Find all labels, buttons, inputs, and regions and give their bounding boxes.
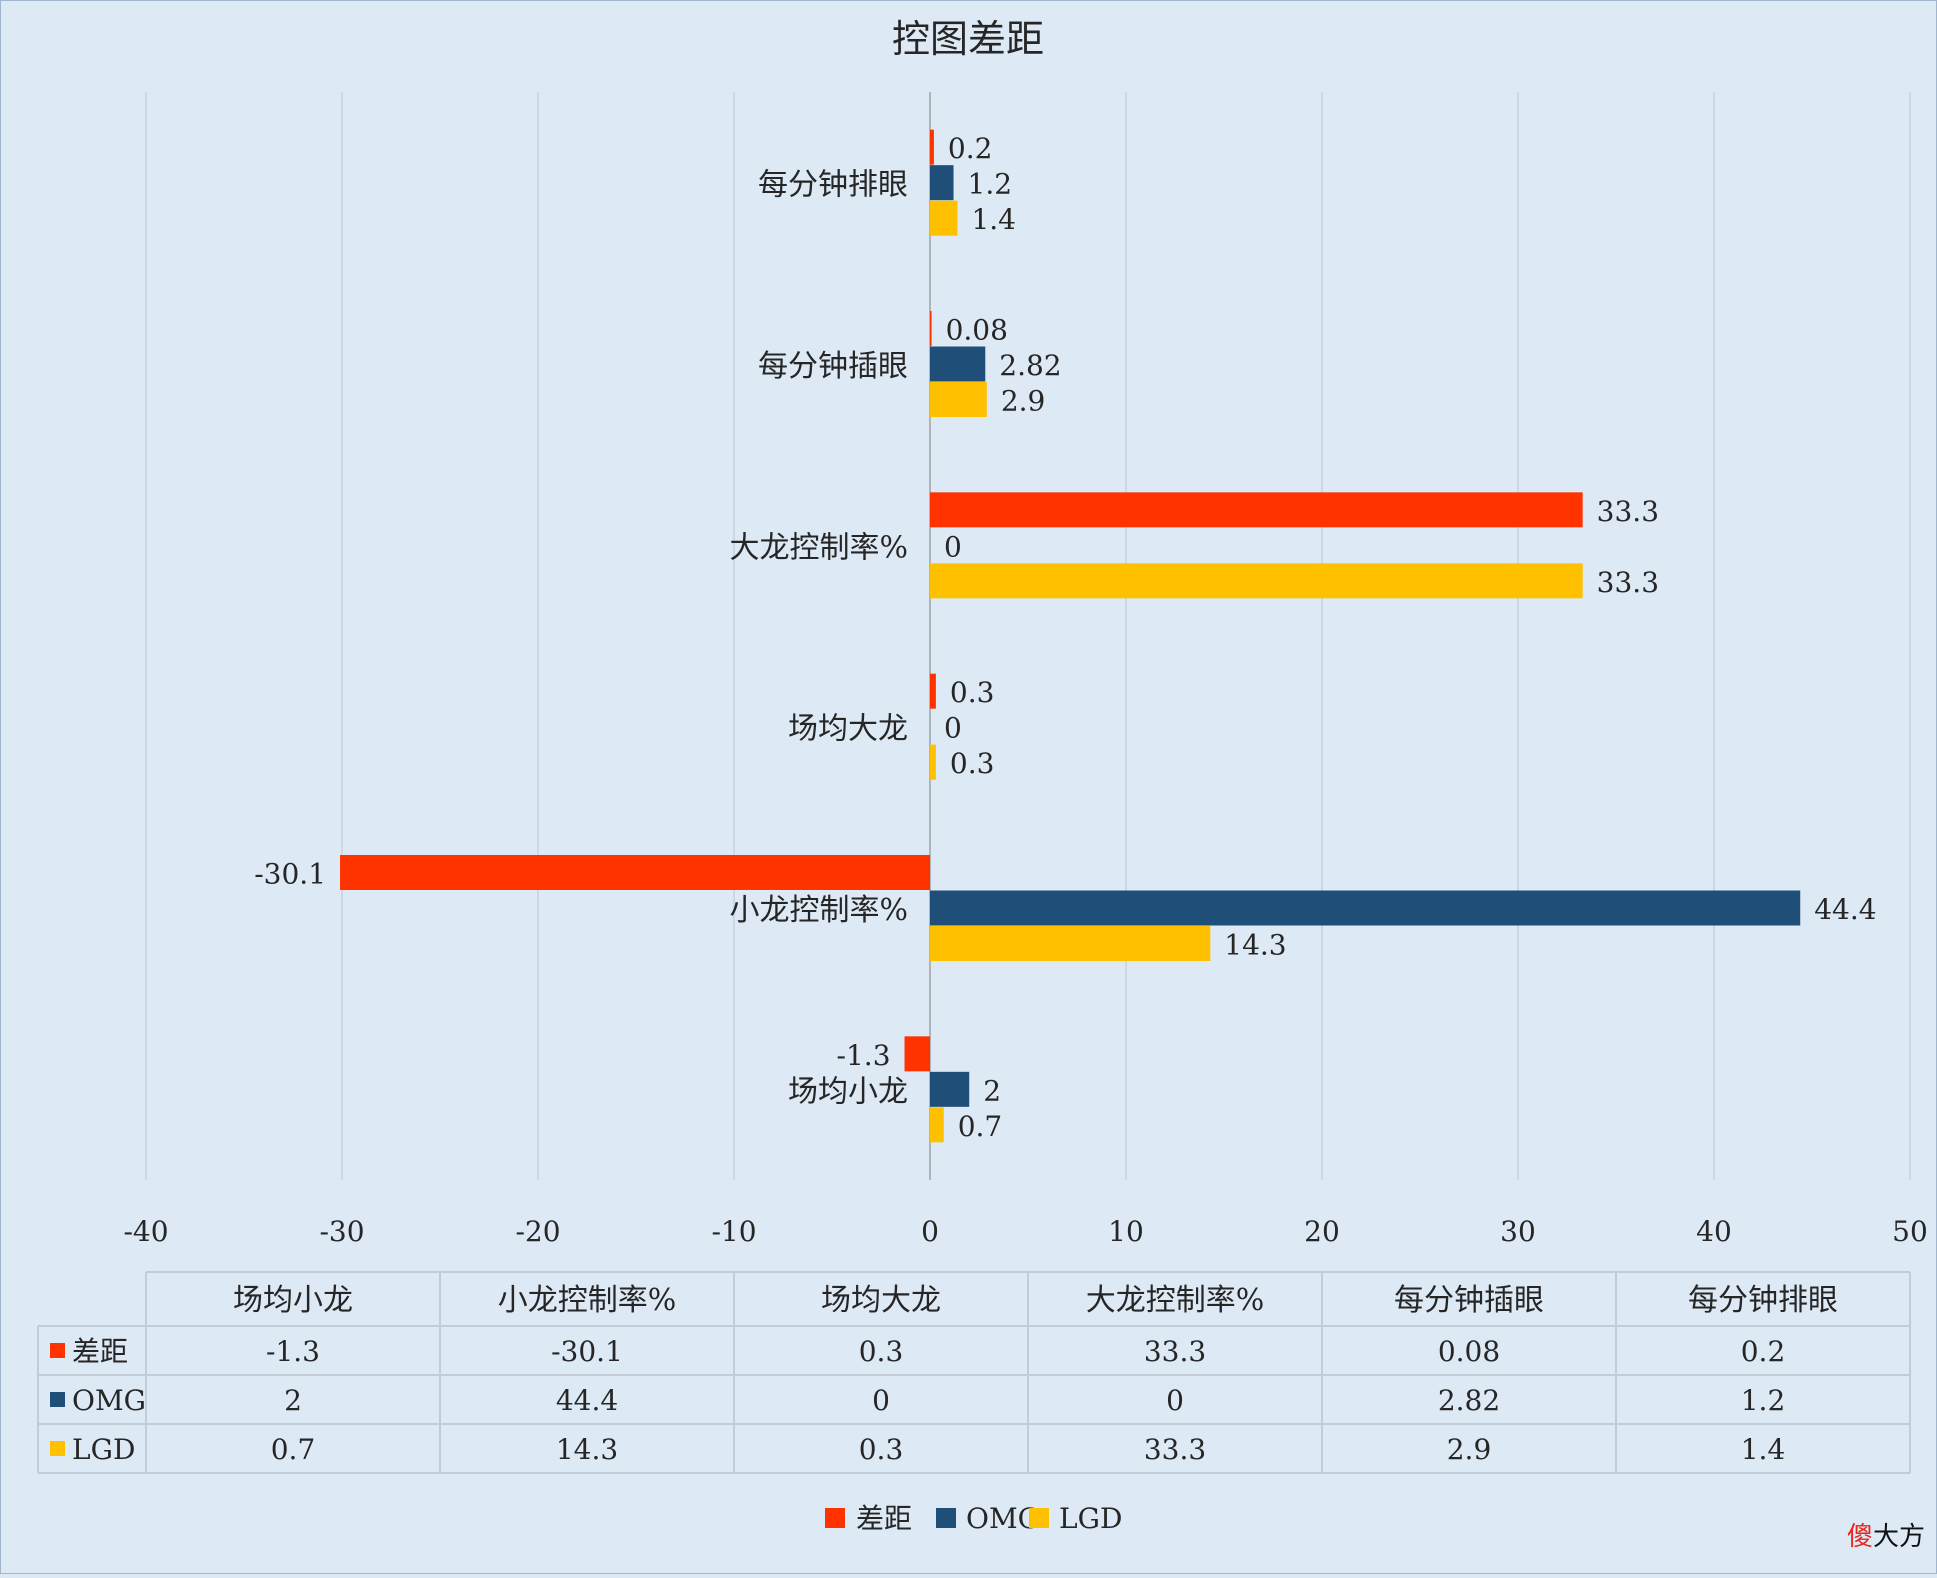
data-label: -1.3	[837, 1039, 891, 1072]
x-tick-label: 30	[1500, 1215, 1536, 1248]
watermark-char: 傻	[1847, 1522, 1873, 1552]
bar	[930, 563, 1583, 598]
table-cell: 14.3	[556, 1433, 618, 1466]
data-label: 1.2	[968, 168, 1013, 201]
table-legend-key	[50, 1343, 65, 1358]
x-tick-label: -30	[319, 1215, 364, 1248]
data-label: 0.3	[950, 747, 995, 780]
category-label: 场均大龙	[788, 712, 908, 747]
table-cell: 0	[1166, 1384, 1184, 1417]
category-label: 每分钟排眼	[758, 168, 908, 203]
x-tick-label: 0	[921, 1215, 939, 1248]
x-tick-label: 50	[1892, 1215, 1928, 1248]
bar	[930, 492, 1583, 527]
bar	[930, 165, 954, 200]
table-cell: 0.2	[1741, 1335, 1786, 1368]
bar	[930, 674, 936, 709]
table-cell: 1.2	[1741, 1384, 1786, 1417]
table-header-cell: 每分钟排眼	[1688, 1283, 1838, 1318]
table-header-cell: 小龙控制率%	[498, 1283, 677, 1318]
table-cell: 0.08	[1438, 1335, 1500, 1368]
bar	[930, 347, 985, 382]
legend-label: OMG	[966, 1502, 1040, 1535]
table-cell: -30.1	[551, 1335, 623, 1368]
legend-label: LGD	[1059, 1502, 1122, 1535]
table-legend-key	[50, 1441, 65, 1456]
table-cell: 2.9	[1447, 1433, 1492, 1466]
legend-label: 差距	[856, 1502, 912, 1535]
legend-key	[1029, 1508, 1049, 1528]
x-tick-label: 40	[1696, 1215, 1732, 1248]
x-tick-label: -20	[515, 1215, 560, 1248]
legend: 差距 OMG LGD	[825, 1502, 1122, 1535]
bar	[930, 1072, 969, 1107]
table-cell: 0.3	[859, 1433, 904, 1466]
data-label: 2	[983, 1074, 1001, 1107]
x-tick-label: -40	[123, 1215, 168, 1248]
table-header-cell: 场均大龙	[821, 1283, 941, 1318]
data-label: 2.9	[1001, 385, 1046, 418]
legend-key	[825, 1508, 845, 1528]
table-cell: 33.3	[1144, 1433, 1206, 1466]
data-label: 14.3	[1224, 929, 1286, 962]
data-label: -30.1	[254, 858, 326, 891]
table-legend-key	[50, 1392, 65, 1407]
table-cell: 0	[872, 1384, 890, 1417]
watermark-text: 大方	[1873, 1522, 1925, 1552]
data-label: 33.3	[1597, 495, 1659, 528]
data-label: 1.4	[971, 203, 1016, 236]
bar	[905, 1036, 930, 1071]
legend-key	[936, 1508, 956, 1528]
table-cell: -1.3	[266, 1335, 320, 1368]
category-label: 大龙控制率%	[729, 530, 908, 565]
x-tick-label: 20	[1304, 1215, 1340, 1248]
bar	[930, 201, 957, 236]
x-tick-label: 10	[1108, 1215, 1144, 1248]
bar	[930, 130, 934, 165]
bar	[930, 1107, 944, 1142]
data-label: 0.2	[948, 132, 993, 165]
table-row-header: LGD	[72, 1433, 135, 1466]
table-row-header: 差距	[72, 1335, 128, 1368]
table-cell: 1.4	[1741, 1433, 1786, 1466]
table-row-header: OMG	[72, 1384, 146, 1417]
bar	[930, 382, 987, 417]
table-cell: 44.4	[556, 1384, 618, 1417]
table-cell: 0.3	[859, 1335, 904, 1368]
table-cell: 0.7	[271, 1433, 316, 1466]
data-label: 0	[944, 712, 962, 745]
data-label: 0	[944, 530, 962, 563]
category-label: 小龙控制率%	[729, 893, 908, 928]
data-label: 33.3	[1597, 566, 1659, 599]
bar	[930, 926, 1210, 961]
watermark: 傻 大方	[1847, 1522, 1925, 1552]
table-cell: 2	[284, 1384, 302, 1417]
x-tick-label: -10	[711, 1215, 756, 1248]
bar	[340, 855, 930, 890]
table-header-cell: 大龙控制率%	[1086, 1283, 1265, 1318]
table-cell: 33.3	[1144, 1335, 1206, 1368]
table-header-cell: 每分钟插眼	[1394, 1283, 1544, 1318]
data-label: 0.3	[950, 676, 995, 709]
table-header-cell: 场均小龙	[233, 1283, 353, 1318]
bar	[930, 311, 932, 346]
table-cell: 2.82	[1438, 1384, 1500, 1417]
data-label: 0.7	[958, 1110, 1003, 1143]
chart-title: 控图差距	[892, 17, 1044, 61]
data-label: 0.08	[946, 314, 1008, 347]
data-label: 2.82	[999, 349, 1061, 382]
bar	[930, 891, 1800, 926]
data-label: 44.4	[1814, 893, 1876, 926]
category-label: 每分钟插眼	[758, 349, 908, 384]
bar	[930, 745, 936, 780]
category-label: 场均小龙	[788, 1074, 908, 1109]
